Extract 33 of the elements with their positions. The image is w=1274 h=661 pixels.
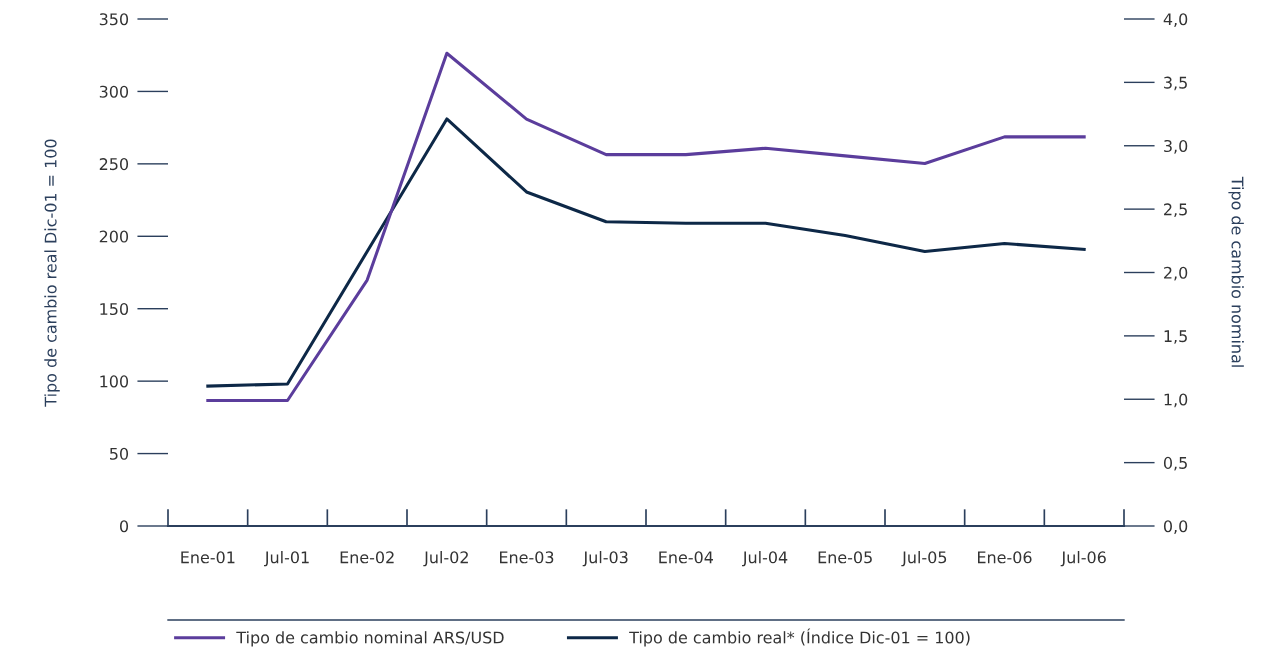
y2-tick-label: 3,5: [1164, 76, 1187, 91]
y2-tick-label: 0,5: [1163, 456, 1187, 471]
y2-tick-label: 2,0: [1164, 266, 1188, 281]
y-tick-label: 150: [100, 302, 129, 316]
y2-axis-title: Tipo de cambio nominal: [1228, 176, 1244, 367]
x-tick-label: Jul-01: [263, 551, 309, 567]
x-tick-label: Ene-06: [978, 551, 1032, 564]
y-tick-label: 0: [120, 520, 129, 533]
y-tick-label: 350: [99, 13, 129, 26]
y2-tick-label: 2,5: [1164, 203, 1187, 218]
legend-label: Tipo de cambio nominal ARS/USD: [236, 631, 504, 647]
y-tick-label: 300: [99, 85, 129, 98]
y2-tick-label: 1,5: [1164, 330, 1187, 344]
x-tick-label: Ene-03: [500, 551, 554, 564]
x-tick-label: Jul-05: [901, 551, 947, 567]
x-tick-label: Jul-04: [741, 551, 788, 567]
y2-tick-label: 4,0: [1163, 13, 1188, 27]
y-tick-label: 200: [99, 230, 129, 243]
x-tick-label: Jul-03: [582, 551, 628, 567]
y2-tick-label: 3,0: [1164, 139, 1188, 154]
x-tick-label: Jul-02: [423, 551, 468, 567]
x-tick-label: Ene-04: [659, 551, 713, 564]
x-tick-label: Ene-01: [181, 551, 235, 564]
y-tick-label: 50: [110, 447, 129, 460]
y-tick-label: 100: [100, 375, 129, 388]
legend-label: Tipo de cambio real* (Índice Dic-01 = 100): [629, 628, 970, 647]
x-tick-label: Jul-06: [1060, 551, 1106, 567]
y-axis-title: Tipo de cambio real Dic-01 = 100: [44, 139, 60, 407]
y-tick-label: 250: [99, 158, 129, 171]
y2-tick-label: 0,0: [1163, 520, 1188, 534]
x-tick-label: Ene-02: [340, 551, 394, 564]
y2-tick-label: 1,0: [1164, 393, 1188, 408]
x-tick-label: Ene-05: [818, 551, 872, 564]
